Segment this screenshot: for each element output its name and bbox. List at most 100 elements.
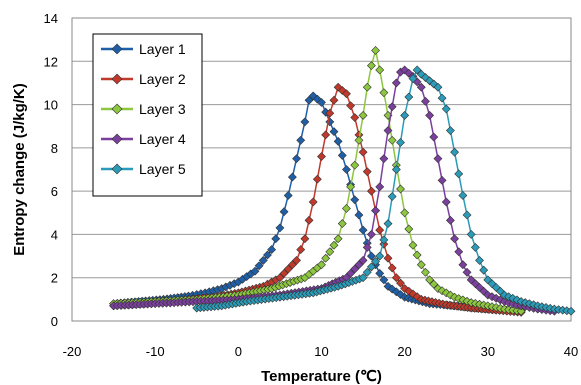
data-point [333, 136, 343, 146]
data-point [250, 266, 260, 276]
data-point [296, 135, 306, 145]
y-tick-label: 4 [51, 227, 58, 242]
data-point [317, 152, 326, 161]
data-point [283, 264, 293, 274]
data-point [441, 197, 451, 207]
data-point [254, 261, 264, 271]
data-point [458, 191, 468, 200]
data-point [358, 225, 368, 235]
data-point [346, 268, 356, 278]
data-point [329, 240, 339, 250]
data-point [429, 279, 439, 289]
data-point [366, 262, 376, 272]
data-point [437, 286, 447, 296]
data-point [483, 290, 493, 300]
data-point [421, 96, 430, 106]
x-tick-label: 30 [481, 344, 495, 359]
data-point [445, 126, 455, 135]
data-point [437, 175, 447, 185]
data-point [350, 264, 360, 274]
data-point [396, 138, 405, 147]
data-point [429, 132, 439, 142]
x-tick-label: -20 [63, 344, 82, 359]
data-point [371, 206, 380, 216]
data-point [375, 225, 385, 235]
data-point [416, 260, 426, 270]
data-point [437, 93, 447, 103]
y-tick-label: 0 [51, 314, 58, 329]
data-point [358, 273, 368, 283]
data-point [358, 110, 368, 120]
data-point [350, 195, 360, 205]
data-point [337, 86, 347, 95]
data-point [400, 284, 410, 293]
data-point [466, 230, 476, 239]
data-point [362, 242, 372, 252]
legend-item: Layer 4 [101, 131, 186, 147]
data-point [317, 97, 326, 107]
data-point [267, 245, 277, 255]
data-point [387, 135, 397, 145]
data-point [362, 82, 372, 92]
data-point [404, 92, 414, 102]
data-point [433, 82, 443, 92]
data-point [287, 260, 297, 270]
data-point [312, 94, 322, 104]
data-point [412, 250, 422, 260]
data-point [346, 182, 356, 192]
data-point [450, 234, 459, 244]
data-point [470, 242, 480, 252]
data-point [337, 151, 347, 160]
data-point [304, 215, 314, 225]
y-tick-label: 14 [44, 11, 58, 26]
legend-label: Layer 5 [139, 161, 186, 177]
data-point [391, 165, 401, 174]
data-point [479, 265, 489, 275]
data-point [321, 130, 331, 140]
data-point [387, 263, 397, 273]
data-point [462, 267, 472, 277]
data-point [387, 284, 397, 294]
data-point [287, 172, 297, 182]
tick-labels: 0 2 4 6 8 10 12 14 -20 -10 0 10 20 30 40 [44, 11, 579, 359]
data-point [408, 74, 418, 84]
data-point [396, 184, 405, 194]
data-point [275, 223, 285, 233]
data-point [296, 245, 306, 255]
data-point [383, 253, 393, 263]
data-point [445, 290, 455, 300]
data-point [412, 292, 422, 302]
data-point [421, 267, 430, 277]
legend-item: Layer 3 [101, 101, 186, 117]
x-tick-label: 0 [235, 344, 242, 359]
data-point [371, 46, 380, 55]
data-point [408, 240, 418, 250]
data-point [342, 89, 351, 99]
data-point [396, 278, 405, 288]
data-point [271, 234, 281, 244]
data-point [321, 253, 331, 263]
data-point [454, 169, 464, 179]
data-point [462, 210, 472, 220]
legend-label: Layer 1 [139, 41, 186, 57]
data-point [325, 108, 335, 118]
legend-label: Layer 3 [139, 101, 186, 117]
y-axis-title: Entropy change (J/kg/K) [11, 83, 28, 256]
y-tick-label: 12 [44, 54, 58, 69]
data-point [283, 191, 293, 200]
y-tick-label: 10 [44, 98, 58, 113]
x-tick-label: 10 [314, 344, 328, 359]
data-point [317, 260, 326, 270]
data-point [337, 219, 347, 229]
data-point [445, 215, 455, 225]
y-tick-label: 6 [51, 184, 58, 199]
legend-label: Layer 2 [139, 71, 186, 87]
data-point [487, 292, 497, 302]
legend-label: Layer 4 [139, 131, 186, 147]
data-point [400, 208, 410, 218]
data-point [566, 306, 576, 316]
series-5 [192, 65, 576, 316]
data-point [391, 78, 401, 88]
data-point [475, 255, 484, 265]
data-point [342, 165, 351, 174]
